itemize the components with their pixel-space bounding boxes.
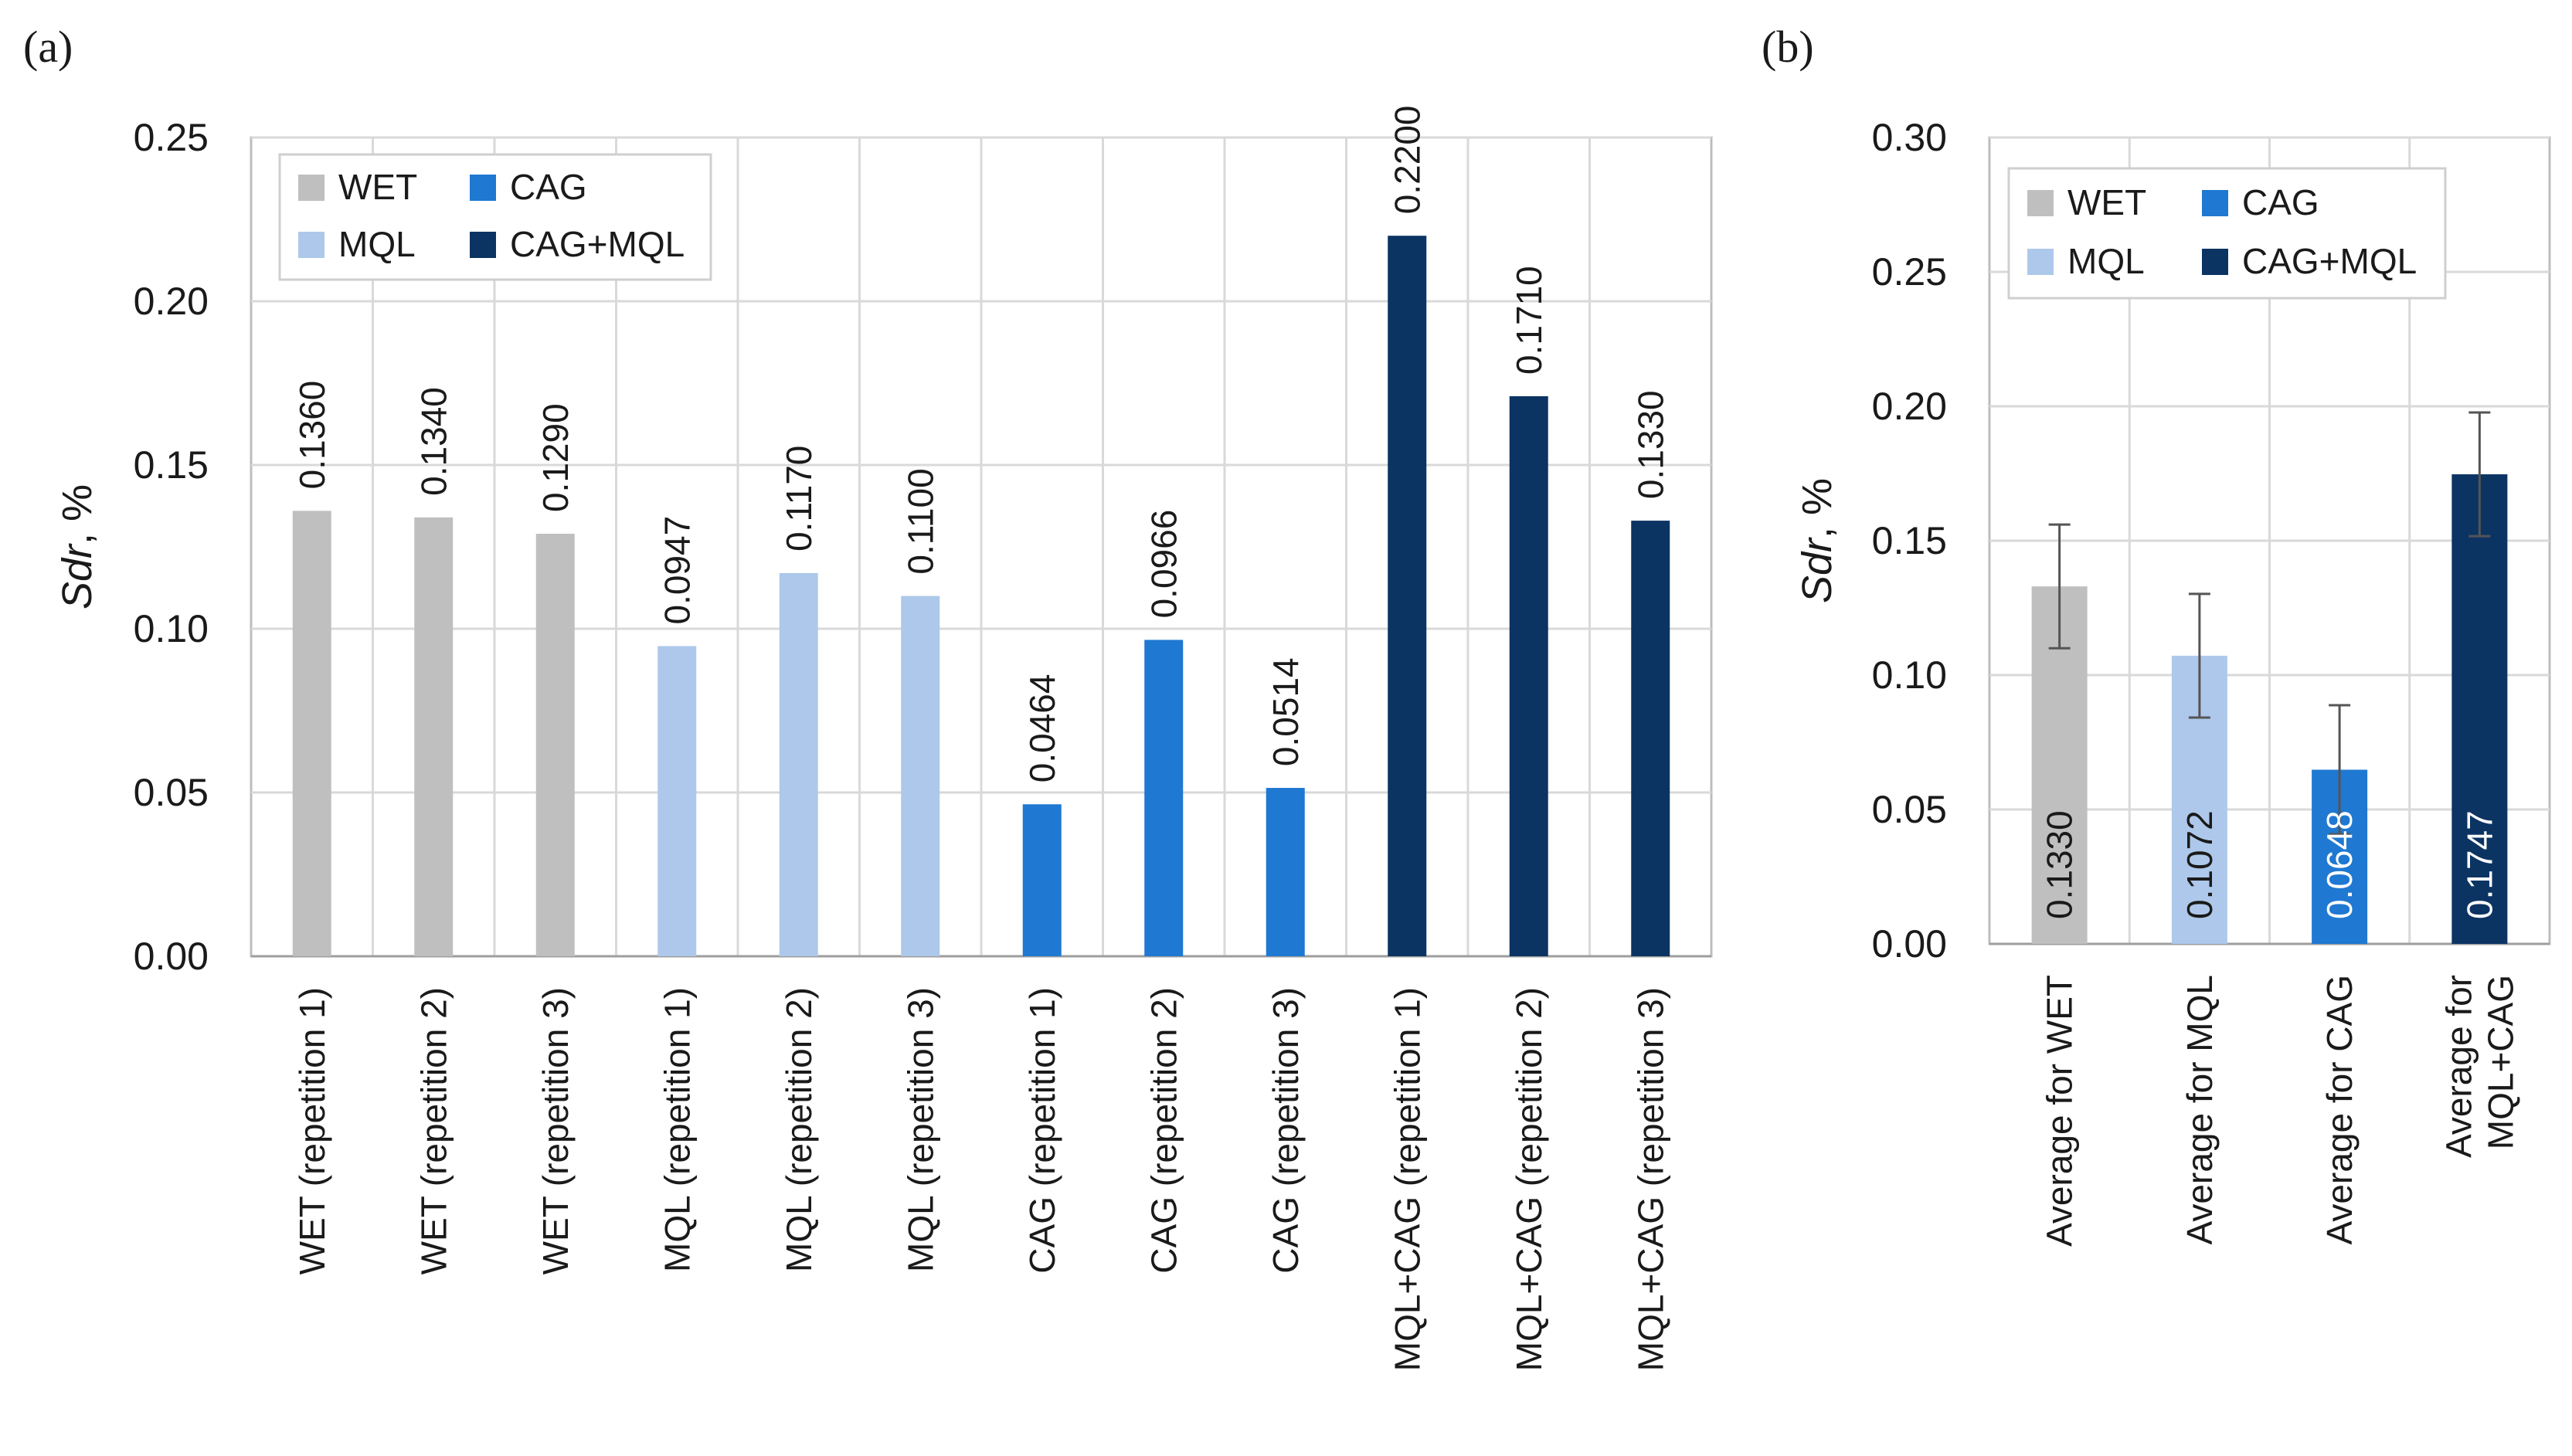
y-tick-label-b: 0.10 bbox=[1872, 653, 1947, 697]
legend-b-label-2: CAG bbox=[2242, 182, 2319, 222]
legend-b-swatch-3 bbox=[2027, 249, 2054, 275]
panel-label-a: (a) bbox=[23, 22, 73, 72]
y-tick-label-a: 0.15 bbox=[134, 443, 209, 487]
legend-b-label-1: WET bbox=[2067, 182, 2146, 222]
category-label-b-4-line-1: Average for bbox=[2438, 975, 2479, 1158]
category-label-a-8: CAG (repetition 2) bbox=[1143, 987, 1184, 1274]
bar-b-4 bbox=[2451, 474, 2508, 944]
category-label-a-12: MQL+CAG (repetition 3) bbox=[1630, 987, 1670, 1371]
legend-a-swatch-4 bbox=[470, 232, 496, 258]
y-axis-label-b-unit: , % bbox=[1794, 478, 1840, 538]
bar-a-6 bbox=[901, 596, 940, 956]
y-tick-label-a: 0.25 bbox=[134, 116, 209, 159]
value-label-a-1: 0.1360 bbox=[292, 381, 332, 490]
legend-b-label-4: CAG+MQL bbox=[2242, 241, 2417, 281]
y-axis-label-a: Sdr, % bbox=[54, 484, 100, 609]
chart-panel-a: (a) 0.1360 0.1340 0.1290 0.0947 0.1170 0.1100… bbox=[23, 22, 1713, 1371]
legend-a: WET CAG MQL CAG+MQL bbox=[278, 153, 712, 281]
value-label-a-9: 0.0514 bbox=[1266, 657, 1306, 766]
category-label-a-2: WET (repetition 2) bbox=[413, 987, 454, 1274]
value-label-b-4: 0.1747 bbox=[2459, 810, 2499, 919]
category-label-a-1: WET (repetition 1) bbox=[292, 987, 332, 1274]
category-label-b-1-line-1: Average for WET bbox=[2040, 975, 2080, 1247]
bar-a-5 bbox=[779, 572, 818, 956]
bars-b: 0.1330 0.1072 0.0648 0.1747 bbox=[2031, 411, 2508, 944]
value-label-b-1: 0.1330 bbox=[2040, 810, 2080, 919]
y-tick-label-b: 0.00 bbox=[1872, 922, 1947, 966]
y-tick-label-b: 0.30 bbox=[1872, 116, 1947, 159]
legend-b-swatch-4 bbox=[2202, 249, 2228, 275]
value-label-b-3: 0.0648 bbox=[2319, 810, 2360, 919]
value-label-b-2: 0.1072 bbox=[2180, 810, 2220, 919]
bar-a-11 bbox=[1509, 395, 1548, 956]
category-labels-a: WET (repetition 1) WET (repetition 2) WET … bbox=[292, 987, 1671, 1371]
value-label-a-5: 0.1170 bbox=[779, 446, 819, 552]
category-label-a-5: MQL (repetition 2) bbox=[779, 987, 819, 1272]
legend-a-swatch-2 bbox=[470, 175, 496, 201]
bar-a-9 bbox=[1266, 788, 1305, 956]
bar-a-12 bbox=[1631, 521, 1670, 956]
value-label-a-6: 0.1100 bbox=[900, 468, 940, 574]
legend-b-swatch-1 bbox=[2027, 190, 2054, 216]
bars-a: 0.1360 0.1340 0.1290 0.0947 0.1170 0.1100 0.04… bbox=[292, 105, 1670, 956]
bar-a-3 bbox=[535, 534, 575, 956]
legend-a-swatch-3 bbox=[298, 232, 324, 258]
legend-b-swatch-2 bbox=[2202, 190, 2228, 216]
y-tick-label-b: 0.05 bbox=[1872, 788, 1947, 831]
panel-label-b: (b) bbox=[1762, 22, 1814, 72]
category-label-a-11: MQL+CAG (repetition 2) bbox=[1509, 987, 1549, 1371]
legend-a-label-2: CAG bbox=[510, 167, 587, 207]
legend-a-label-3: MQL bbox=[338, 224, 416, 264]
y-tick-label-b: 0.15 bbox=[1872, 519, 1947, 562]
y-axis-label-b: Sdr, % bbox=[1794, 478, 1840, 603]
y-tick-label-a: 0.10 bbox=[134, 607, 209, 650]
y-ticks-a: 0.00 0.05 0.10 0.15 0.20 0.25 bbox=[134, 116, 209, 978]
value-label-a-7: 0.0464 bbox=[1022, 674, 1062, 783]
legend-a-swatch-1 bbox=[298, 175, 324, 201]
value-label-a-11: 0.1710 bbox=[1509, 266, 1549, 375]
category-labels-b: Average for WET Average for MQL Average fo… bbox=[2040, 975, 2521, 1247]
bar-a-2 bbox=[414, 517, 454, 956]
legend-a-label-1: WET bbox=[338, 167, 417, 207]
y-axis-label-b-var: Sdr bbox=[1794, 537, 1840, 603]
y-tick-label-a: 0.20 bbox=[134, 280, 209, 323]
category-label-b-4-line-2: MQL+CAG bbox=[2480, 975, 2520, 1149]
y-tick-label-b: 0.20 bbox=[1872, 385, 1947, 428]
y-tick-label-b: 0.25 bbox=[1872, 250, 1947, 294]
category-label-a-7: CAG (repetition 1) bbox=[1022, 987, 1062, 1274]
legend-b: WET CAG MQL CAG+MQL bbox=[2007, 167, 2447, 300]
bar-a-4 bbox=[657, 646, 697, 956]
legend-b-label-3: MQL bbox=[2067, 241, 2145, 281]
y-ticks-b: 0.00 0.05 0.10 0.15 0.20 0.25 0.30 bbox=[1872, 116, 1947, 966]
category-label-a-10: MQL+CAG (repetition 1) bbox=[1387, 987, 1427, 1371]
category-label-a-6: MQL (repetition 3) bbox=[900, 987, 940, 1272]
category-label-b-2-line-1: Average for MQL bbox=[2180, 975, 2220, 1244]
category-label-a-3: WET (repetition 3) bbox=[535, 987, 576, 1274]
category-label-b-3-line-1: Average for CAG bbox=[2319, 975, 2360, 1244]
value-label-a-3: 0.1290 bbox=[535, 403, 576, 512]
bar-a-7 bbox=[1022, 804, 1062, 956]
y-tick-label-a: 0.05 bbox=[134, 771, 209, 814]
value-label-a-2: 0.1340 bbox=[413, 387, 454, 496]
value-label-a-8: 0.0966 bbox=[1143, 510, 1184, 619]
y-axis-label-a-unit: , % bbox=[54, 484, 100, 545]
category-label-a-9: CAG (repetition 3) bbox=[1266, 987, 1306, 1274]
chart-panel-b: (b) 0.1330 0.1072 0.0648 0.1747 0.00 0.05 0.1… bbox=[1762, 22, 2551, 1247]
category-label-a-4: MQL (repetition 1) bbox=[657, 987, 697, 1272]
value-label-a-10: 0.2200 bbox=[1387, 105, 1427, 214]
y-axis-label-a-var: Sdr bbox=[54, 543, 100, 609]
value-label-a-12: 0.1330 bbox=[1630, 390, 1670, 499]
y-tick-label-a: 0.00 bbox=[134, 935, 209, 978]
bar-a-8 bbox=[1144, 640, 1184, 956]
bar-a-10 bbox=[1388, 236, 1427, 956]
legend-a-label-4: CAG+MQL bbox=[510, 224, 685, 264]
bar-a-1 bbox=[292, 511, 331, 956]
value-label-a-4: 0.0947 bbox=[657, 516, 697, 625]
